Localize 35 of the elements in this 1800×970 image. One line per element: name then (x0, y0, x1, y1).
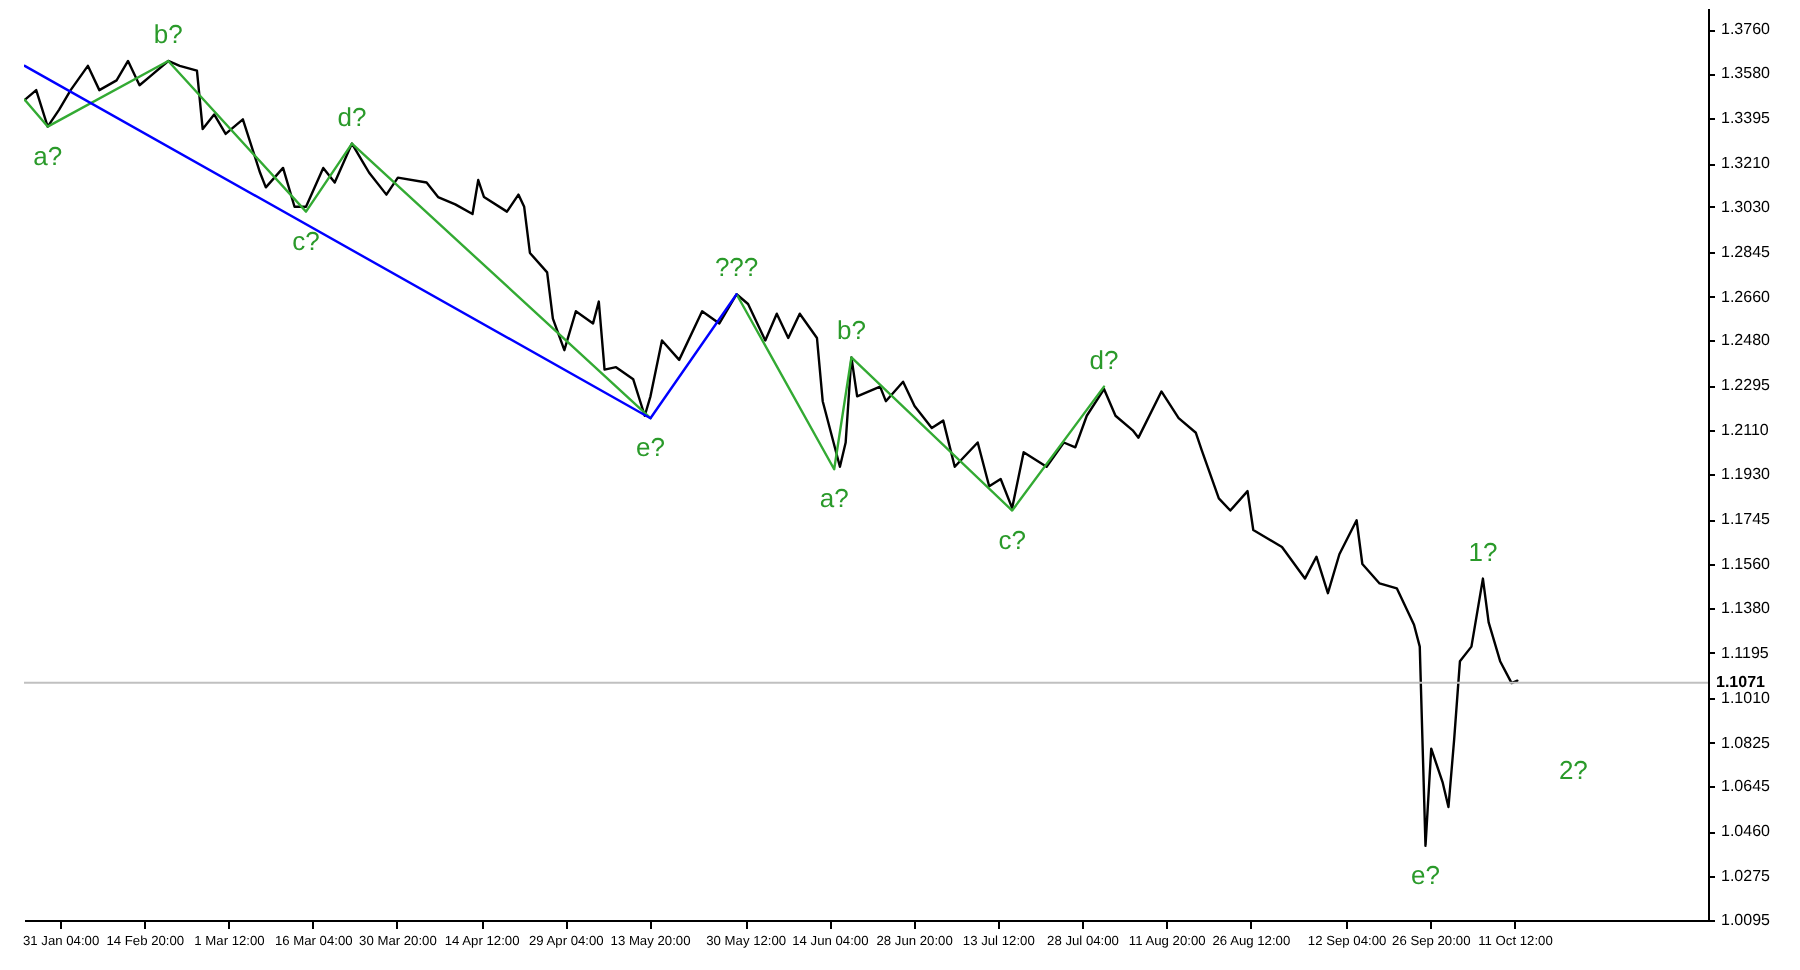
y-tick-label: 1.0645 (1721, 777, 1772, 796)
annotation: e? (636, 432, 665, 463)
y-tick-label: 1.1195 (1721, 643, 1770, 662)
annotation: e? (1411, 859, 1440, 890)
annotation: ??? (714, 252, 759, 283)
annotation: b? (153, 18, 183, 49)
ref-line-label: 1.1071 (1716, 672, 1767, 691)
y-tick-label: 1.3210 (1721, 154, 1772, 173)
y-tick-label: 1.0275 (1721, 867, 1772, 886)
y-tick-label: 1.1380 (1721, 598, 1772, 617)
annotation: a? (819, 483, 849, 514)
annotation: d? (1089, 344, 1119, 375)
y-tick-label: 1.2660 (1721, 287, 1772, 306)
y-tick-label: 1.3580 (1721, 64, 1772, 83)
annotation: b? (836, 315, 866, 346)
y-tick-label: 1.1745 (1721, 510, 1772, 529)
annotation: 1? (1468, 536, 1498, 567)
annotation: c? (998, 524, 1026, 555)
y-tick-label: 1.1560 (1721, 555, 1772, 573)
y-tick-label: 1.2110 (1721, 421, 1770, 440)
y-tick-label: 1.2845 (1721, 242, 1772, 261)
annotation: d? (337, 101, 367, 132)
y-tick-label: 1.0095 (1721, 911, 1772, 929)
y-tick-label: 1.3760 (1721, 20, 1772, 39)
y-tick-label: 1.2295 (1721, 376, 1772, 395)
y-tick-label: 1.1010 (1721, 688, 1772, 707)
y-tick-label: 1.0460 (1721, 822, 1772, 841)
y-tick-label: 1.3030 (1721, 197, 1772, 216)
y-tick-label: 1.1930 (1721, 465, 1772, 484)
annotation: c? (292, 225, 320, 256)
annotation: 2? (1558, 754, 1588, 785)
y-tick-label: 1.3395 (1721, 109, 1772, 128)
y-tick-label: 1.0825 (1721, 733, 1772, 752)
annotation: a? (33, 140, 63, 171)
y-tick-label: 1.2480 (1721, 331, 1772, 350)
